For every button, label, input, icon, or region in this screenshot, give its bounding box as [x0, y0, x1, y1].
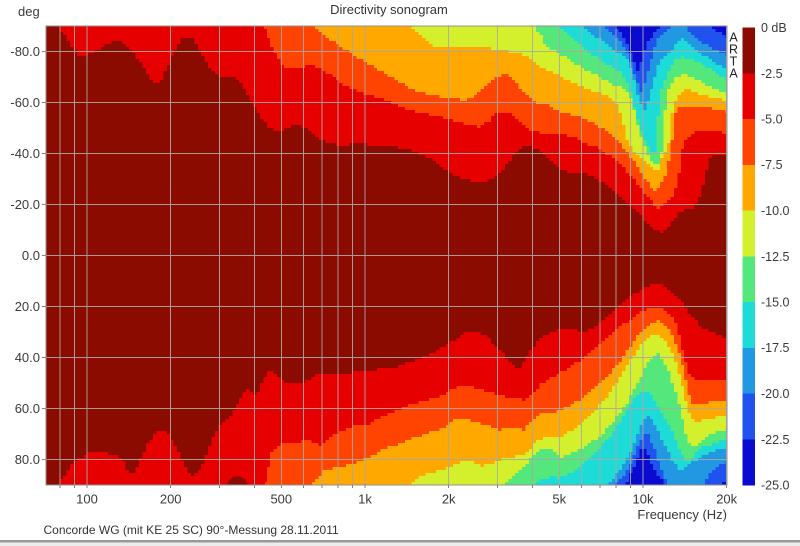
svg-text:-40.0: -40.0: [10, 146, 40, 161]
svg-text:-5.0: -5.0: [761, 113, 783, 127]
svg-text:5k: 5k: [552, 492, 566, 507]
svg-text:A: A: [729, 31, 738, 45]
svg-text:0.0: 0.0: [22, 248, 40, 263]
svg-text:10k: 10k: [633, 492, 654, 507]
svg-text:0 dB: 0 dB: [761, 21, 787, 35]
svg-text:T: T: [730, 55, 738, 69]
svg-text:40.0: 40.0: [15, 350, 40, 365]
svg-text:-12.5: -12.5: [761, 250, 790, 264]
svg-text:60.0: 60.0: [15, 401, 40, 416]
svg-text:-10.0: -10.0: [761, 204, 790, 218]
svg-text:2k: 2k: [442, 492, 456, 507]
svg-text:R: R: [729, 43, 738, 57]
svg-text:-15.0: -15.0: [761, 296, 790, 310]
svg-text:-80.0: -80.0: [10, 44, 40, 59]
svg-text:20k: 20k: [716, 492, 737, 507]
svg-text:100: 100: [76, 492, 98, 507]
svg-text:-17.5: -17.5: [761, 341, 790, 355]
svg-text:200: 200: [160, 492, 182, 507]
svg-text:20.0: 20.0: [15, 299, 40, 314]
svg-text:500: 500: [270, 492, 292, 507]
svg-text:-22.5: -22.5: [761, 433, 790, 447]
svg-text:1k: 1k: [358, 492, 372, 507]
svg-text:-60.0: -60.0: [10, 95, 40, 110]
svg-text:Concorde WG (mit KE 25 SC) 90°: Concorde WG (mit KE 25 SC) 90°-Messung 2…: [44, 523, 339, 537]
svg-text:-7.5: -7.5: [761, 158, 783, 172]
svg-text:-2.5: -2.5: [761, 67, 783, 81]
svg-text:deg: deg: [18, 4, 40, 19]
svg-text:-20.0: -20.0: [10, 197, 40, 212]
svg-text:Directivity sonogram: Directivity sonogram: [330, 2, 448, 17]
svg-text:-25.0: -25.0: [761, 479, 790, 493]
svg-text:A: A: [729, 67, 738, 81]
svg-text:-20.0: -20.0: [761, 387, 790, 401]
svg-text:80.0: 80.0: [15, 452, 40, 467]
svg-text:Frequency (Hz): Frequency (Hz): [637, 507, 727, 522]
